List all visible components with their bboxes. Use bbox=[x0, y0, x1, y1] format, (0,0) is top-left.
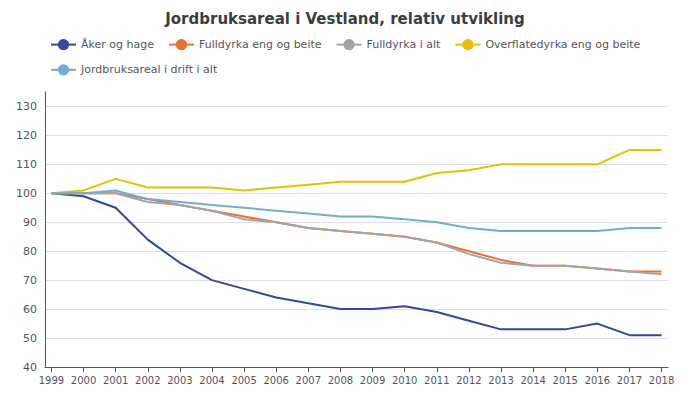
svg-text:Fulldyrka i alt: Fulldyrka i alt bbox=[367, 38, 442, 51]
svg-text:2016: 2016 bbox=[585, 375, 610, 386]
svg-text:70: 70 bbox=[23, 274, 37, 287]
svg-text:120: 120 bbox=[16, 129, 37, 142]
svg-text:2006: 2006 bbox=[263, 375, 288, 386]
svg-text:100: 100 bbox=[16, 187, 37, 200]
svg-text:2005: 2005 bbox=[231, 375, 256, 386]
svg-text:2015: 2015 bbox=[553, 375, 578, 386]
svg-text:2018: 2018 bbox=[649, 375, 674, 386]
svg-text:2000: 2000 bbox=[71, 375, 96, 386]
svg-text:80: 80 bbox=[23, 245, 37, 258]
svg-text:60: 60 bbox=[23, 303, 37, 316]
svg-text:2013: 2013 bbox=[488, 375, 513, 386]
svg-text:1999: 1999 bbox=[39, 375, 64, 386]
svg-text:2002: 2002 bbox=[135, 375, 160, 386]
svg-text:2010: 2010 bbox=[392, 375, 417, 386]
svg-text:Jordbruksareal i drift i alt: Jordbruksareal i drift i alt bbox=[80, 63, 218, 76]
svg-text:2012: 2012 bbox=[456, 375, 481, 386]
svg-text:50: 50 bbox=[23, 332, 37, 345]
svg-text:2009: 2009 bbox=[360, 375, 385, 386]
svg-text:2001: 2001 bbox=[103, 375, 128, 386]
svg-text:Jordbruksareal i Vestland, rel: Jordbruksareal i Vestland, relativ utvik… bbox=[164, 10, 525, 28]
svg-text:40: 40 bbox=[23, 361, 37, 374]
svg-text:130: 130 bbox=[16, 100, 37, 113]
svg-text:2017: 2017 bbox=[617, 375, 642, 386]
svg-text:Åker og hage: Åker og hage bbox=[81, 38, 154, 51]
svg-text:2004: 2004 bbox=[199, 375, 224, 386]
svg-text:90: 90 bbox=[23, 216, 37, 229]
svg-text:110: 110 bbox=[16, 158, 37, 171]
svg-text:2007: 2007 bbox=[296, 375, 321, 386]
svg-text:2011: 2011 bbox=[424, 375, 449, 386]
svg-text:2008: 2008 bbox=[328, 375, 353, 386]
svg-text:Overflatedyrka eng og beite: Overflatedyrka eng og beite bbox=[485, 38, 640, 51]
svg-text:2014: 2014 bbox=[520, 375, 545, 386]
svg-text:2003: 2003 bbox=[167, 375, 192, 386]
svg-text:Fulldyrka eng og beite: Fulldyrka eng og beite bbox=[199, 38, 322, 51]
